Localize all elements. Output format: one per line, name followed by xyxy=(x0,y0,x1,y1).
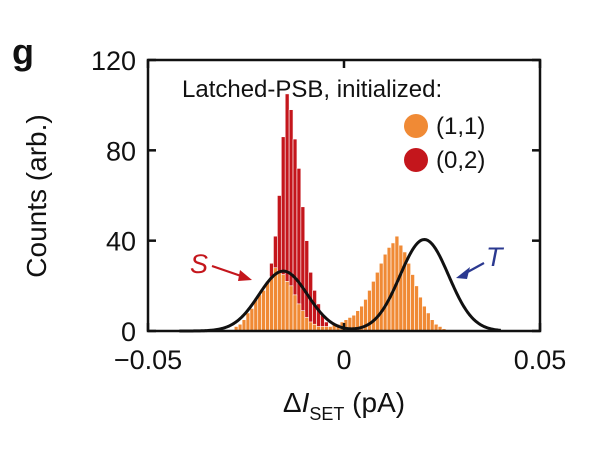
x-axis-label: ΔISET (pA) xyxy=(283,387,405,424)
y-tick-label: 120 xyxy=(91,46,136,76)
y-axis-label: Counts (arb.) xyxy=(21,114,52,277)
y-axis-ticks: 0 40 80 120 xyxy=(91,46,540,347)
histogram-bar-1-1 xyxy=(257,294,262,332)
histogram-bar-1-1 xyxy=(284,281,290,332)
histogram-bar-1-1 xyxy=(410,274,415,332)
histogram-bar-1-1 xyxy=(300,310,306,332)
histogram-bar-1-1 xyxy=(253,299,259,332)
singlet-arrow-shaft xyxy=(211,264,245,279)
histogram-bar-1-1 xyxy=(398,244,404,332)
y-tick-label: 80 xyxy=(106,136,136,166)
singlet-arrow-head xyxy=(238,270,252,281)
histogram-bar-1-1 xyxy=(406,262,411,332)
gaussian-fit-curve xyxy=(179,238,501,333)
histogram-bar-1-1 xyxy=(241,319,247,332)
y-tick-label: 40 xyxy=(106,227,136,257)
histogram-bar-1-1 xyxy=(382,253,388,332)
histogram-bar-1-1 xyxy=(269,276,274,332)
histogram-bar-1-1 xyxy=(426,312,431,332)
x-axis-label-var: I xyxy=(302,387,310,418)
histogram-bar-1-1 xyxy=(288,285,294,332)
histogram-bar-1-1 xyxy=(375,271,380,332)
histogram-bar-1-1 xyxy=(292,294,298,332)
histogram-bar-1-1 xyxy=(261,290,266,332)
triplet-arrow-head xyxy=(456,267,470,279)
x-axis-label-sub: SET xyxy=(309,404,344,424)
histogram-bar-1-1 xyxy=(304,317,310,332)
x-tick-label: 0 xyxy=(336,345,351,375)
legend-marker-1-1 xyxy=(404,114,428,138)
triplet-annotation: T xyxy=(456,242,505,279)
histogram-bar-1-1 xyxy=(308,321,313,332)
x-axis-label-prefix: Δ xyxy=(283,387,302,418)
histogram-bar-1-1 xyxy=(280,274,286,332)
legend-title: Latched-PSB, initialized: xyxy=(182,76,442,103)
histogram-bar-1-1 xyxy=(378,262,384,332)
histogram-bar-1-1 xyxy=(265,281,270,332)
histogram-bar-1-1 xyxy=(422,305,427,332)
triplet-label: T xyxy=(486,242,505,272)
x-axis-ticks: −0.05 0 0.05 xyxy=(114,60,566,375)
histogram-bar-1-1 xyxy=(296,303,302,332)
singlet-label: S xyxy=(190,249,208,279)
legend-label-1-1: (1,1) xyxy=(436,113,485,140)
histogram-bar-1-1 xyxy=(277,271,282,332)
x-tick-label: 0.05 xyxy=(514,345,567,375)
histogram-bar-1-1 xyxy=(418,296,423,332)
x-axis-label-unit: (pA) xyxy=(344,387,405,418)
legend-label-0-2: (0,2) xyxy=(436,147,485,174)
singlet-annotation: S xyxy=(190,249,252,281)
histogram-bar-1-1 xyxy=(414,285,419,332)
histogram-bar-1-1 xyxy=(429,319,435,332)
legend-marker-0-2 xyxy=(404,148,428,172)
x-tick-label: −0.05 xyxy=(114,345,182,375)
y-tick-label: 0 xyxy=(121,317,136,347)
histogram-bar-1-1 xyxy=(249,308,255,332)
panel-label: g xyxy=(12,31,34,72)
legend: Latched-PSB, initialized: (1,1) (0,2) xyxy=(182,76,485,174)
histogram-bar-1-1 xyxy=(245,312,251,332)
histogram-bar-1-1 xyxy=(386,247,392,332)
